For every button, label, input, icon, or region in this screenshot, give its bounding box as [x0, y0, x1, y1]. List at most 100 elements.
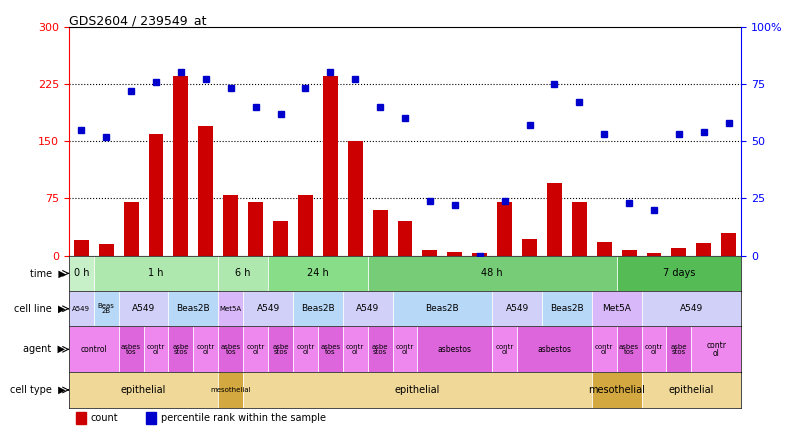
Text: 7 days: 7 days [663, 268, 695, 278]
Bar [368, 326, 393, 372]
Text: time  ▶: time ▶ [30, 268, 66, 278]
Bar [198, 126, 213, 256]
Text: asbe
stos: asbe stos [671, 344, 687, 355]
Bar [592, 326, 616, 372]
Text: cell type  ▶: cell type ▶ [10, 385, 66, 395]
Bar [243, 291, 293, 326]
Bar [616, 326, 642, 372]
Bar [616, 256, 741, 291]
Text: Beas2B: Beas2B [550, 304, 584, 313]
Bar [168, 326, 194, 372]
Bar [423, 250, 437, 256]
Text: contr
ol: contr ol [706, 341, 727, 358]
Bar [118, 291, 168, 326]
Bar [642, 291, 741, 326]
Text: mesothelial: mesothelial [588, 385, 645, 395]
Bar [667, 326, 692, 372]
Bar [124, 202, 139, 256]
Bar [298, 194, 313, 256]
Bar [646, 254, 662, 256]
Bar [243, 326, 268, 372]
Bar [173, 76, 189, 256]
Bar [293, 291, 343, 326]
Bar [273, 221, 288, 256]
Bar [692, 326, 741, 372]
Bar [146, 412, 156, 424]
Text: Beas
2B: Beas 2B [98, 303, 115, 314]
Bar [393, 326, 417, 372]
Bar [447, 252, 463, 256]
Bar [671, 248, 686, 256]
Bar [74, 240, 89, 256]
Bar [368, 256, 616, 291]
Bar [642, 372, 741, 408]
Bar [697, 243, 711, 256]
Text: contr
ol: contr ol [296, 344, 314, 355]
Bar [572, 202, 586, 256]
Text: 6 h: 6 h [236, 268, 251, 278]
Text: contr
ol: contr ol [645, 344, 663, 355]
Text: contr
ol: contr ol [496, 344, 514, 355]
Bar [721, 233, 736, 256]
Bar [492, 326, 517, 372]
Text: Met5A: Met5A [602, 304, 631, 313]
Bar [522, 239, 537, 256]
Bar [69, 372, 218, 408]
Bar [243, 372, 592, 408]
Text: 1 h: 1 h [148, 268, 164, 278]
Bar [318, 326, 343, 372]
Bar [194, 326, 218, 372]
Text: epithelial: epithelial [121, 385, 166, 395]
Bar [69, 326, 118, 372]
Bar [592, 291, 642, 326]
Text: Met5A: Met5A [220, 306, 241, 312]
Bar [547, 183, 562, 256]
Text: 0 h: 0 h [74, 268, 89, 278]
Bar [398, 221, 412, 256]
Bar [75, 412, 86, 424]
Text: 48 h: 48 h [481, 268, 503, 278]
Text: A549: A549 [132, 304, 156, 313]
Text: contr
ol: contr ol [396, 344, 414, 355]
Text: A549: A549 [356, 304, 379, 313]
Bar [218, 291, 243, 326]
Bar [497, 202, 512, 256]
Text: contr
ol: contr ol [246, 344, 265, 355]
Bar [542, 291, 592, 326]
Bar [94, 291, 118, 326]
Bar [218, 256, 268, 291]
Text: contr
ol: contr ol [147, 344, 165, 355]
Text: agent  ▶: agent ▶ [23, 345, 66, 354]
Bar [168, 291, 218, 326]
Text: A549: A549 [680, 304, 703, 313]
Bar [218, 326, 243, 372]
Text: GDS2604 / 239549_at: GDS2604 / 239549_at [69, 14, 207, 27]
Bar [417, 326, 492, 372]
Bar [69, 291, 94, 326]
Text: contr
ol: contr ol [595, 344, 613, 355]
Text: cell line  ▶: cell line ▶ [14, 304, 66, 314]
Bar [118, 326, 143, 372]
Bar [373, 210, 387, 256]
Text: asbes
tos: asbes tos [619, 344, 639, 355]
Bar [642, 326, 667, 372]
Bar [592, 372, 642, 408]
Bar [621, 250, 637, 256]
Bar [517, 326, 592, 372]
Bar [393, 291, 492, 326]
Text: Beas2B: Beas2B [301, 304, 335, 313]
Bar [143, 326, 168, 372]
Bar [99, 244, 113, 256]
Bar [347, 141, 363, 256]
Text: 24 h: 24 h [307, 268, 329, 278]
Bar [268, 256, 368, 291]
Text: asbestos: asbestos [437, 345, 471, 354]
Text: count: count [91, 413, 118, 423]
Bar [343, 291, 393, 326]
Bar [472, 254, 487, 256]
Bar [69, 256, 94, 291]
Bar [343, 326, 368, 372]
Text: asbes
tos: asbes tos [320, 344, 340, 355]
Text: Beas2B: Beas2B [425, 304, 459, 313]
Text: epithelial: epithelial [669, 385, 714, 395]
